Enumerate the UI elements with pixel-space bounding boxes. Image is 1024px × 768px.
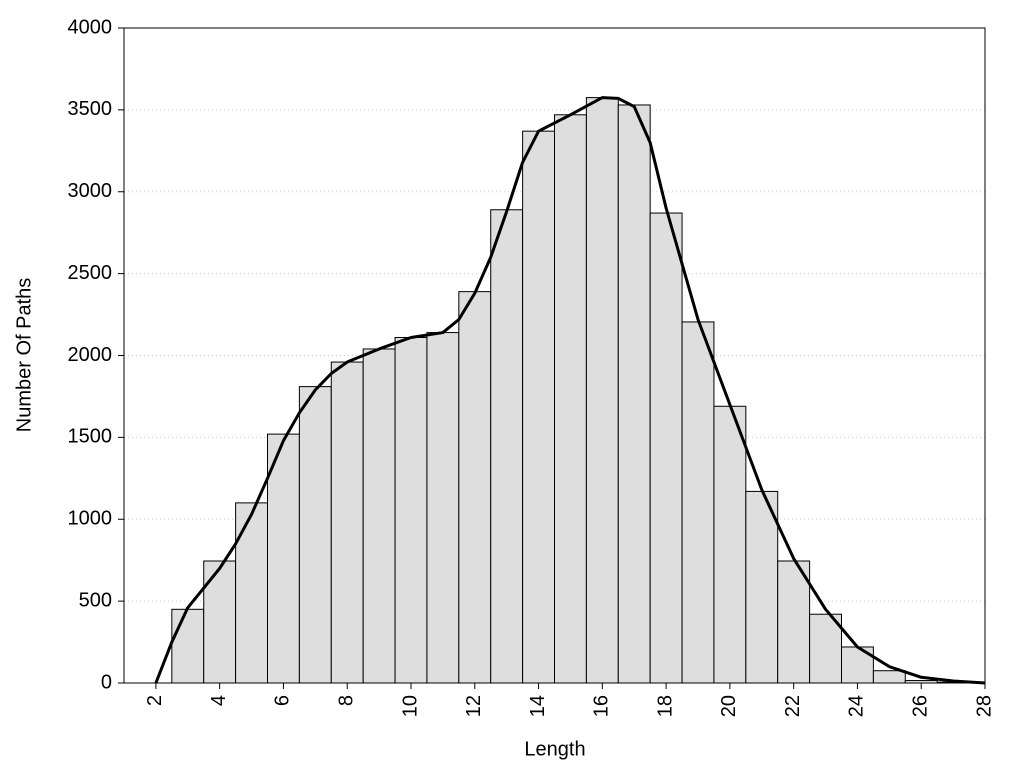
y-tick-label: 3000 bbox=[68, 180, 113, 202]
bar bbox=[585, 97, 619, 684]
bar bbox=[203, 560, 237, 684]
bar bbox=[330, 361, 364, 684]
bar bbox=[522, 130, 555, 684]
x-tick-label: 6 bbox=[272, 695, 294, 706]
bar bbox=[713, 405, 747, 684]
x-tick-label: 2 bbox=[144, 695, 166, 706]
bar bbox=[777, 560, 811, 684]
bar bbox=[809, 613, 842, 684]
bar bbox=[458, 291, 492, 684]
x-tick-label: 28 bbox=[973, 695, 995, 717]
x-tick-label: 4 bbox=[208, 695, 230, 706]
x-tick-label: 12 bbox=[463, 695, 485, 717]
bar bbox=[171, 608, 205, 684]
x-tick-label: 20 bbox=[718, 695, 740, 717]
x-tick-label: 8 bbox=[336, 695, 358, 706]
x-tick-label: 14 bbox=[527, 695, 549, 717]
y-tick-label: 1000 bbox=[68, 508, 113, 530]
x-axis-label: Length bbox=[524, 738, 585, 760]
bar bbox=[267, 433, 300, 684]
x-tick-label: 24 bbox=[846, 695, 868, 717]
bar bbox=[394, 336, 428, 684]
y-tick-label: 3500 bbox=[68, 98, 113, 120]
plot-frame bbox=[123, 27, 986, 684]
density-curve bbox=[154, 96, 986, 685]
bar bbox=[745, 490, 779, 684]
x-tick-label: 10 bbox=[399, 695, 421, 717]
bar bbox=[235, 502, 269, 684]
x-tick-label: 16 bbox=[591, 695, 613, 717]
bar bbox=[362, 348, 396, 684]
bar bbox=[681, 321, 715, 684]
y-tick-label: 4000 bbox=[68, 16, 113, 38]
x-tick-label: 22 bbox=[782, 695, 804, 717]
y-tick-label: 500 bbox=[79, 589, 112, 611]
bar bbox=[649, 212, 683, 684]
y-tick-label: 0 bbox=[101, 671, 112, 693]
y-tick-label: 2500 bbox=[68, 262, 113, 284]
y-tick-label: 2000 bbox=[68, 344, 113, 366]
bar bbox=[554, 114, 587, 684]
bar bbox=[490, 209, 524, 684]
x-tick-label: 26 bbox=[910, 695, 932, 717]
y-axis-label: Number Of Paths bbox=[13, 278, 35, 433]
y-tick-label: 1500 bbox=[68, 426, 113, 448]
bar bbox=[426, 332, 460, 684]
bar bbox=[872, 670, 906, 684]
bar bbox=[617, 104, 651, 684]
x-tick-label: 18 bbox=[654, 695, 676, 717]
bar bbox=[298, 386, 332, 684]
